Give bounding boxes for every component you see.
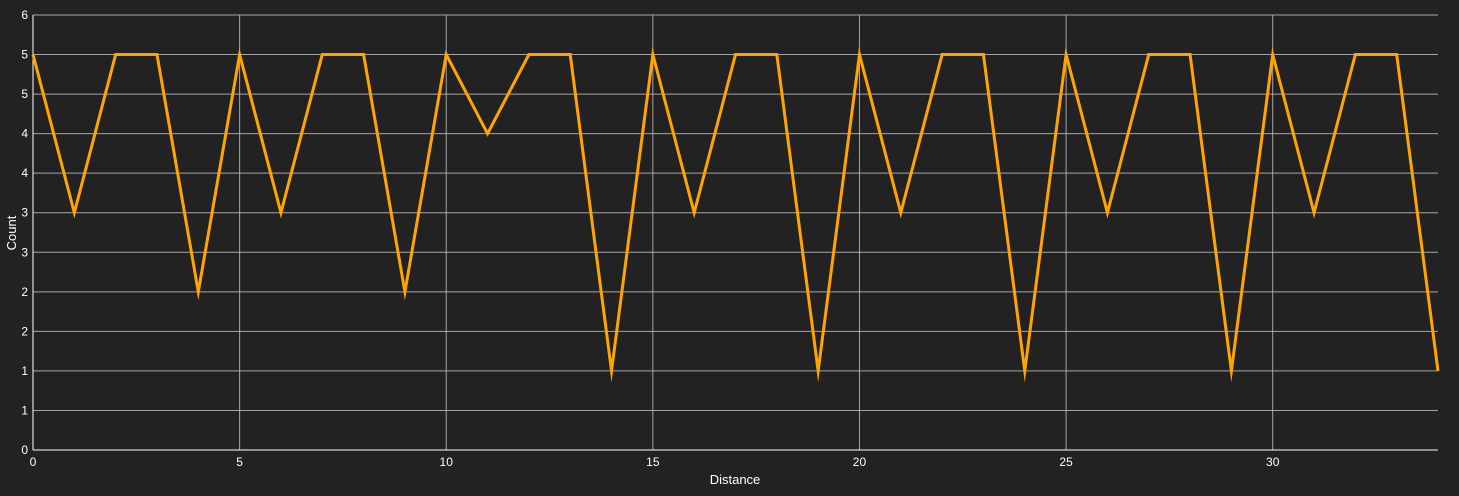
x-tick-label: 5 [236, 455, 243, 469]
y-tick-label: 4 [21, 166, 28, 180]
y-tick-label: 6 [21, 8, 28, 22]
y-tick-label: 3 [21, 206, 28, 220]
y-tick-label: 1 [21, 403, 28, 417]
x-tick-label: 0 [30, 455, 37, 469]
y-axis-label: Count [4, 215, 19, 250]
y-tick-label: 5 [21, 48, 28, 62]
y-tick-label: 0 [21, 443, 28, 457]
y-tick-label: 5 [21, 87, 28, 101]
y-tick-label: 2 [21, 324, 28, 338]
x-tick-label: 30 [1266, 455, 1280, 469]
tick-labels: 0 1 1 2 2 3 3 4 4 5 5 6 0 5 10 15 20 25 30 [21, 8, 1279, 469]
x-tick-label: 25 [1059, 455, 1073, 469]
y-tick-label: 1 [21, 364, 28, 378]
y-tick-label: 3 [21, 245, 28, 259]
x-tick-label: 15 [646, 455, 660, 469]
y-tick-label: 2 [21, 285, 28, 299]
series-layer [31, 46, 1440, 383]
axes [32, 15, 1438, 451]
grid-layer [32, 14, 1438, 451]
y-tick-label: 4 [21, 127, 28, 141]
x-tick-label: 10 [440, 455, 454, 469]
x-tick-label: 20 [853, 455, 867, 469]
x-axis-label: Distance [710, 472, 761, 487]
